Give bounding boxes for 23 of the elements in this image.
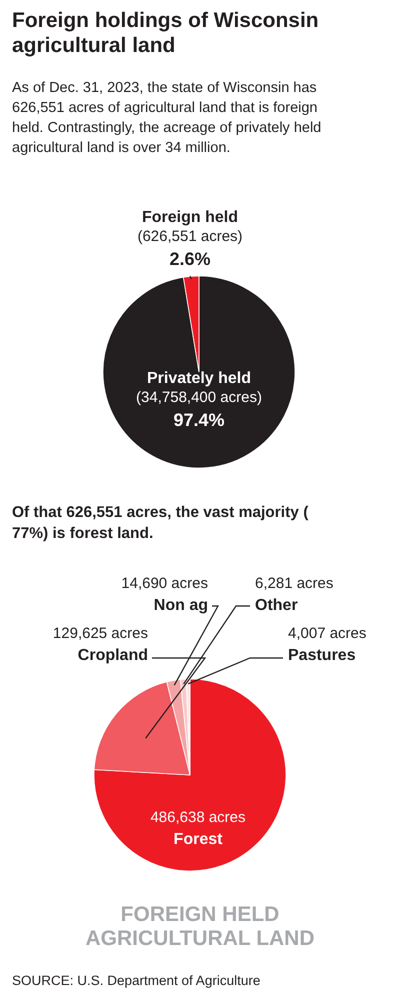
- data-label: 6,281 acres: [255, 575, 334, 592]
- data-label: 14,690 acres: [121, 575, 208, 592]
- chart-title: Of that 626,551 acres, the vast majority ( 77%) is forest land.: [12, 504, 310, 542]
- chart-subtitle: As of Dec. 31, 2023, the state of Wisconsin has 626,551 acres of agricultural land that is foreign held. Contrastingly, the acreage of privately held agricultural land is over 34 million.: [12, 80, 322, 156]
- slice-label: Pastures: [288, 647, 356, 664]
- chart-title: Foreign holdings of Wisconsin agricultural land: [12, 9, 319, 57]
- slice-label: Other: [255, 597, 298, 614]
- data-label: 4,007 acres: [288, 625, 366, 642]
- slice-label: Cropland: [78, 647, 148, 664]
- slice-label: Foreign held: [142, 209, 238, 226]
- pie-slice: [94, 678, 286, 872]
- source-note: SOURCE: U.S. Department of Agriculture: [12, 973, 260, 988]
- text: FOREIGN HELD AGRICULTURAL LAND: [85, 903, 315, 950]
- data-label: 97.4%: [173, 410, 225, 430]
- data-label: 2.6%: [169, 249, 211, 269]
- slice-label: Privately held: [146, 370, 252, 387]
- text: (34,758,400 acres): [136, 389, 262, 406]
- data-label: 486,638 acres: [150, 809, 246, 826]
- slice-label: Non ag: [154, 597, 208, 614]
- pie-slice: [102, 276, 296, 468]
- data-label: 129,625 acres: [52, 625, 148, 642]
- text: (626,551 acres): [137, 228, 243, 245]
- slice-label: Forest: [174, 831, 224, 848]
